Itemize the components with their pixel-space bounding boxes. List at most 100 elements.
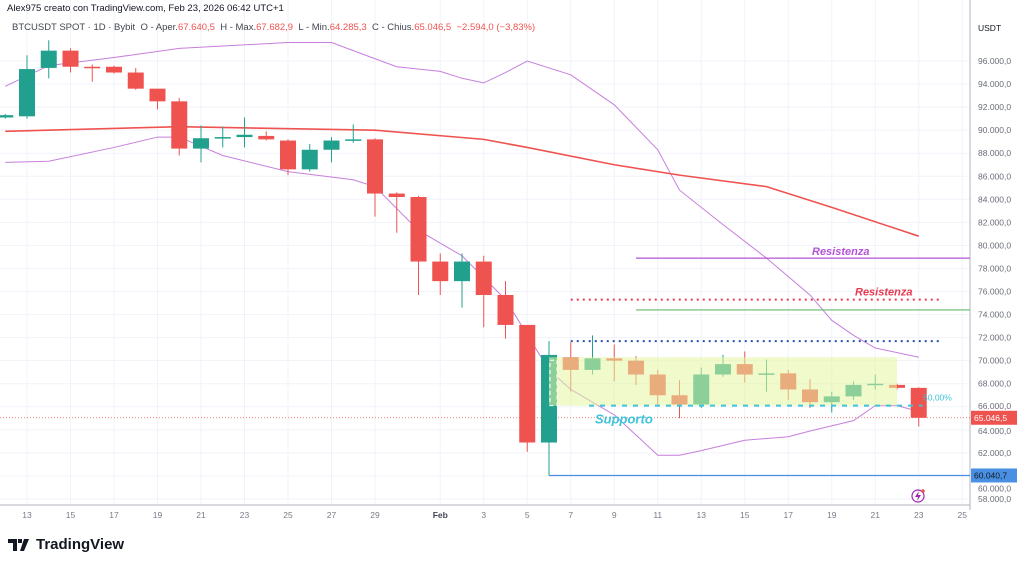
support-box <box>549 357 897 406</box>
x-tick-label: 21 <box>196 510 206 520</box>
x-tick-label: 17 <box>784 510 794 520</box>
last-price-tag-bg <box>971 410 1017 425</box>
x-tick-label: 19 <box>827 510 837 520</box>
author-line: Alex975 creato con TradingView.com, Feb … <box>7 3 284 14</box>
candle <box>345 124 362 143</box>
y-axis-unit: USDT <box>978 23 1001 33</box>
y-tick-label: 64.000,0 <box>978 426 1011 436</box>
y-tick-label: 86.000,0 <box>978 171 1011 181</box>
y-tick-label: 76.000,0 <box>978 287 1011 297</box>
candle-body <box>519 324 536 443</box>
tradingview-logo[interactable]: TradingView <box>8 536 124 553</box>
candle-body <box>301 149 318 170</box>
support-price-tag-bg <box>971 468 1017 483</box>
candle <box>410 195 427 295</box>
y-tick-label: 94.000,0 <box>978 79 1011 89</box>
y-tick-label: 74.000,0 <box>978 310 1011 320</box>
candle-body <box>388 193 405 198</box>
candle-body <box>497 294 514 325</box>
candle <box>323 137 340 163</box>
lightning-alert-icon <box>911 489 925 503</box>
candle-body <box>171 101 188 149</box>
x-tick-label: 17 <box>109 510 119 520</box>
tradingview-logo-icon <box>8 538 29 551</box>
x-tick-label: 27 <box>327 510 337 520</box>
y-tick-label: 92.000,0 <box>978 102 1011 112</box>
candle-body <box>475 261 492 295</box>
candle-body <box>214 137 231 139</box>
candle <box>40 40 57 79</box>
support-box-handle <box>549 359 558 407</box>
x-tick-label: 15 <box>66 510 76 520</box>
y-tick-label: 96.000,0 <box>978 56 1011 66</box>
x-tick-label: 23 <box>240 510 250 520</box>
symbol-legend: BTCUSDT SPOT · 1D · Bybit O - Aper.67.64… <box>12 22 535 33</box>
x-tick-label: 21 <box>871 510 881 520</box>
x-tick-label: 5 <box>525 510 530 520</box>
low-value: 64.285,3 <box>329 22 367 33</box>
candle-body <box>149 88 166 102</box>
x-tick-label: 19 <box>153 510 163 520</box>
change-value: −2.594,0 (−3,83%) <box>456 22 536 33</box>
x-tick-label: 7 <box>568 510 573 520</box>
candle-body <box>0 115 14 118</box>
candle <box>127 67 144 90</box>
candle <box>0 114 14 119</box>
symbol-info[interactable]: BTCUSDT SPOT · 1D · Bybit <box>12 22 136 33</box>
open-value: 67.640,5 <box>177 22 215 33</box>
candle-body <box>40 50 57 68</box>
candle-body <box>258 135 275 140</box>
y-tick-label: 60.000,0 <box>978 483 1011 493</box>
y-tick-label: 88.000,0 <box>978 148 1011 158</box>
candle <box>388 192 405 233</box>
x-tick-label: Feb <box>433 510 448 520</box>
x-tick-label: 11 <box>653 510 662 520</box>
y-tick-label: 84.000,0 <box>978 194 1011 204</box>
x-tick-label: 25 <box>283 510 293 520</box>
candle <box>106 65 122 74</box>
candle-body <box>432 261 449 282</box>
y-tick-label: 58.000,0 <box>978 494 1011 504</box>
x-tick-label: 29 <box>370 510 380 520</box>
candle <box>519 324 536 452</box>
x-tick-label: 23 <box>914 510 924 520</box>
candle-body <box>236 134 253 138</box>
y-tick-label: 82.000,0 <box>978 217 1011 227</box>
candle <box>258 131 275 141</box>
candle-body <box>345 139 362 141</box>
x-tick-label: 13 <box>22 510 32 520</box>
candle <box>62 48 79 73</box>
candle-body <box>19 69 35 117</box>
x-tick-label: 15 <box>740 510 750 520</box>
candle-body <box>62 50 79 67</box>
x-tick-label: 3 <box>481 510 486 520</box>
lightning-bolt <box>915 491 921 501</box>
candle <box>149 88 166 110</box>
y-tick-label: 72.000,0 <box>978 333 1011 343</box>
candle <box>280 139 296 176</box>
open-label: O - Aper. <box>140 22 178 33</box>
candle-body <box>454 261 470 282</box>
candle <box>301 143 318 172</box>
candle <box>367 138 383 217</box>
high-value: 67.682,9 <box>256 22 294 33</box>
candle <box>19 55 35 119</box>
candle-body <box>193 138 209 149</box>
y-tick-label: 90.000,0 <box>978 125 1011 135</box>
candle <box>214 126 231 148</box>
candle <box>171 97 188 156</box>
notification-dot <box>921 489 925 493</box>
x-tick-label: 13 <box>697 510 707 520</box>
y-tick-label: 66.000,0 <box>978 401 1011 411</box>
candle <box>193 125 209 163</box>
x-tick-label: 9 <box>612 510 617 520</box>
candle-body <box>106 66 122 73</box>
candle <box>475 255 492 328</box>
lightning-circle <box>911 489 925 503</box>
moving-average-line <box>5 125 920 237</box>
close-label: C - Chius. <box>371 22 415 33</box>
candle-body <box>280 140 296 170</box>
candle <box>454 253 470 308</box>
candle-body <box>84 66 101 69</box>
